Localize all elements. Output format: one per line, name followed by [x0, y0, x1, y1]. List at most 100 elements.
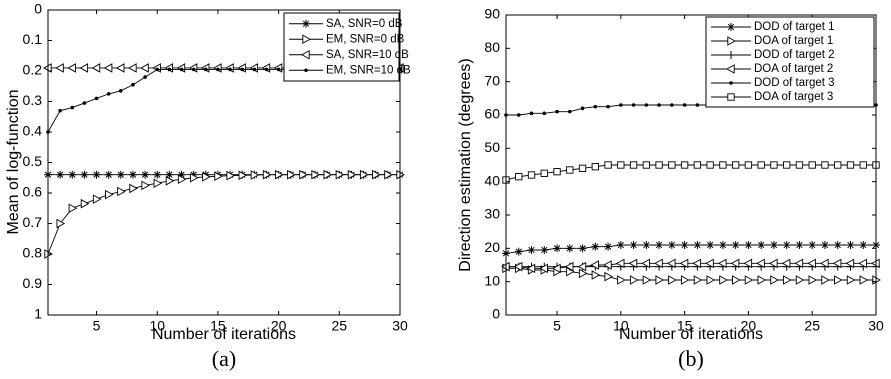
panel-a-xtick-label: 25 — [332, 318, 348, 334]
panel-a-data-point — [335, 169, 345, 180]
panel-a-data-point — [216, 67, 220, 72]
panel-b-data-point — [757, 275, 767, 285]
panel-b-data-point — [566, 166, 574, 174]
panel-b-data-point — [834, 161, 842, 169]
panel-b-data-point — [644, 103, 649, 107]
panel-b-data-point — [679, 258, 689, 269]
panel-a-caption: (a) — [212, 346, 236, 371]
panel-b-series-3 — [501, 258, 880, 274]
panel-b-caption: (b) — [678, 346, 704, 371]
panel-b-data-point — [808, 241, 817, 249]
panel-a-data-point — [372, 169, 381, 180]
panel-b-data-point — [680, 161, 689, 169]
panel-a-series-line — [47, 174, 400, 255]
panel-b-data-point — [654, 258, 663, 269]
panel-a-data-point — [91, 63, 101, 73]
panel-a-xtick-label: 10 — [149, 318, 165, 334]
panel-a-ticks: 5 10 15 20 25 30 0 0.1 0.2 0.3 0.4 0.5 0.6 0.7 0.8 0.9 1 — [23, 1, 408, 334]
panel-a-data-point — [80, 198, 90, 209]
panel-a-data-point — [165, 170, 174, 179]
panel-b-data-point — [591, 163, 599, 171]
panel-b-data-point — [781, 258, 791, 269]
panel-a-data-point — [202, 172, 211, 182]
panel-b-data-point — [629, 275, 639, 285]
panel-b-data-point — [578, 268, 588, 279]
panel-b-data-point — [580, 106, 585, 111]
panel-b-series-0 — [502, 241, 880, 258]
panel-b-data-point — [617, 161, 625, 169]
panel-b-xlabel: Number of iterations — [619, 326, 763, 343]
panel-b-ytick-label: 70 — [484, 72, 500, 88]
panel-a-data-point — [104, 170, 113, 179]
panel-b-data-point — [695, 103, 700, 107]
panel-b-data-point — [682, 103, 687, 107]
panel-a-ytick-label: 0.9 — [23, 275, 43, 291]
panel-a-legend-marker — [302, 34, 311, 45]
panel-a-ytick-label: 0.6 — [23, 184, 43, 200]
panel-b-data-point — [564, 261, 574, 272]
panel-b-data-point — [846, 161, 855, 169]
panel-b-legend-entry: DOD of target 3 — [711, 77, 835, 89]
panel-b-data-point — [706, 241, 715, 249]
panel-a-xtick-label: 20 — [271, 318, 287, 334]
panel-a-ytick-label: 0 — [34, 1, 42, 17]
panel-b-data-point — [808, 161, 816, 169]
panel-b-xtick-label: 5 — [553, 318, 561, 334]
panel-b-xtick-label: 10 — [613, 318, 629, 334]
panel-b-data-point — [744, 275, 754, 285]
panel-b-ytick-label: 0 — [492, 306, 500, 322]
panel-b-data-point — [821, 275, 830, 285]
panel-b-data-point — [680, 241, 689, 249]
panel-a-data-point — [68, 203, 78, 214]
panel-b-data-point — [769, 241, 778, 249]
panel-a-legend-entry: EM, SNR=0 dB — [289, 33, 405, 45]
panel-b-data-point — [680, 275, 690, 285]
panel-b-plot-frame — [505, 14, 877, 316]
panel-b-data-point — [730, 258, 740, 269]
panel-a-data-point — [141, 170, 150, 179]
panel-b-data-point — [629, 161, 638, 169]
panel-b-ytick-label: 50 — [484, 139, 500, 155]
panel-a-data-point — [287, 169, 296, 180]
panel-b-data-point — [516, 113, 521, 117]
panel-b-data-point — [693, 275, 703, 285]
panel-a-xtick-label: 30 — [392, 318, 408, 334]
panel-b-legend-entry: DOD of target 1 — [711, 21, 835, 33]
panel-b-data-point — [629, 241, 638, 249]
panel-b-legend-entry: DOA of target 3 — [711, 91, 833, 103]
panel-a-data-point — [56, 218, 66, 229]
panel-b-data-point — [642, 241, 651, 249]
panel-b-data-point — [603, 260, 612, 270]
panel-b-data-point — [807, 258, 816, 269]
panel-b-data-point — [670, 103, 674, 107]
panel-b-legend-label: DOD of target 3 — [754, 77, 835, 89]
panel-a-data-point — [128, 170, 137, 179]
panel-a-data-point — [264, 67, 269, 72]
panel-a-data-point — [117, 186, 126, 197]
panel-b-legend-label: DOD of target 1 — [754, 21, 835, 33]
panel-b-ytick-label: 20 — [484, 239, 500, 255]
panel-a-data-point — [262, 169, 272, 180]
panel-a-data-point — [79, 63, 89, 73]
panel-b-data-point — [821, 161, 829, 169]
panel-b-data-point — [628, 258, 638, 269]
panel-a-data-point — [55, 63, 64, 73]
panel-b-data-point — [756, 258, 765, 269]
panel-a-data-point — [129, 183, 138, 194]
panel-a-ytick-label: 0.2 — [23, 62, 43, 78]
panel-b-ytick-label: 30 — [484, 206, 500, 222]
panel-a-data-point — [191, 67, 196, 72]
panel-b-data-point — [540, 246, 549, 254]
panel-b-data-point — [783, 275, 792, 285]
panel-a-data-point — [323, 169, 333, 180]
panel-b-data-point — [732, 275, 741, 285]
panel-b-data-point — [666, 258, 676, 269]
panel-b-legend-label: DOD of target 2 — [754, 49, 835, 61]
panel-a-data-point — [56, 170, 65, 179]
panel-a-data-point — [92, 194, 102, 204]
panel-a-data-point — [165, 176, 175, 186]
panel-a-data-point — [347, 169, 357, 180]
panel-b-data-point — [757, 241, 766, 249]
panel-b-xtick-label: 30 — [868, 318, 884, 334]
panel-b-data-point — [526, 263, 536, 274]
